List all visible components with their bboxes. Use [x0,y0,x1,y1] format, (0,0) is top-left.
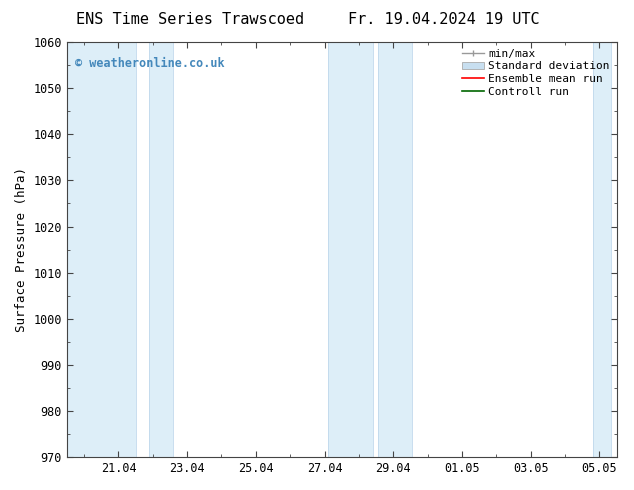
Bar [150,42,174,457]
Bar [593,42,611,457]
Legend: min/max, Standard deviation, Ensemble mean run, Controll run: min/max, Standard deviation, Ensemble me… [457,44,614,101]
Text: ENS Time Series Trawscoed: ENS Time Series Trawscoed [76,12,304,27]
Bar [328,42,373,457]
Text: © weatheronline.co.uk: © weatheronline.co.uk [75,56,225,70]
Text: Fr. 19.04.2024 19 UTC: Fr. 19.04.2024 19 UTC [348,12,540,27]
Bar [67,42,136,457]
Bar [378,42,412,457]
Y-axis label: Surface Pressure (hPa): Surface Pressure (hPa) [15,167,28,332]
